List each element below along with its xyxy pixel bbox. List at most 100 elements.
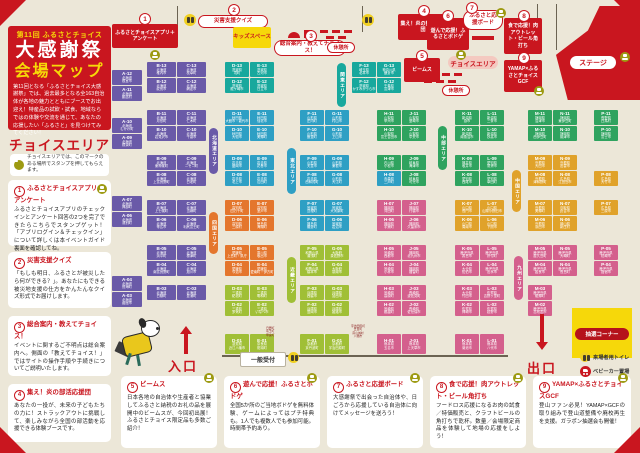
booth-F-02: F-02 兵庫県 豊岡市 xyxy=(300,301,324,316)
number-badge: 1 xyxy=(14,186,25,198)
booth-J-01: J-01 熊本県 上天草市 xyxy=(402,334,426,354)
booth-D-09: D-09 岩手県 盛岡市 xyxy=(225,155,249,170)
booth-D-12: D-12 茨城県 龍ケ崎市 xyxy=(225,78,249,93)
map-activity-meat-beer: 食で応援！肉アウトレット・ビール角打ち xyxy=(504,18,542,54)
mascot xyxy=(114,317,168,370)
number-badge-6: 6 xyxy=(442,10,454,22)
stage-label: ステージ xyxy=(570,56,616,69)
booth-J-08: J-08 岐阜県 可児市 xyxy=(402,171,426,186)
entrance-label: 入口 xyxy=(168,359,199,374)
info-card-9: 9 YAMAP×ふるさとチョイスGCF 登山ファン必見！YAMAP×GCFの取り組… xyxy=(533,373,631,448)
booth-G-07: G-07 宮城県 大河原町 xyxy=(325,200,349,215)
booth-H-07: H-07 福岡県 苅田町 xyxy=(377,200,401,215)
booth-B-05: B-05 北海道 浜中町 xyxy=(147,245,176,260)
booth-D-05: D-05 愛媛県 上島町・県庁 xyxy=(225,245,249,260)
booth-C-04: C-04 北海道 旭川市 xyxy=(177,261,206,276)
card-body: 「もしも明日、ふるさとが被災したら何ができる？」。あなたにもできる被災地支援の仕… xyxy=(14,271,105,301)
booth-D-03: D-03 三重県 紀北町 xyxy=(225,285,249,300)
booth-H-04: H-04 宮崎県 小林市 xyxy=(377,261,401,276)
booth-E-09: E-09 岩手県 花巻市 xyxy=(250,155,274,170)
booth-P-10: P-10 静岡県 富士市 xyxy=(594,126,618,141)
booth-N-04: N-04 鹿児島県 長島町 xyxy=(553,261,577,276)
kids-space: キッズスペース xyxy=(233,27,271,48)
booth-M-10: M-10 静岡県 西伊豆町 xyxy=(528,126,552,141)
info-card-7: 7 ふるさと応援ボード 大感謝祭で出会った自治体や、日ごろから応援している自治体に… xyxy=(327,373,423,448)
stamp-icon xyxy=(14,160,24,170)
booth-F-04: F-04 和歌山県 橋本市 xyxy=(300,261,324,276)
booth-P-08: P-08 広島県 大竹市 xyxy=(594,171,618,186)
booth-E-05: E-05 香川県 坂出市 xyxy=(250,245,274,260)
area-pill-東北エリア: 東北エリア xyxy=(287,148,296,194)
card-body: イベントに関するご不明点は総合案内へ。側面の「教えてチョイス！」ではサイトの操作… xyxy=(14,343,105,373)
booth-J-04: J-04 福岡県 福智町 xyxy=(402,261,426,276)
lottery-corner-label: 抽選コーナー xyxy=(575,328,629,340)
stamp-icon xyxy=(620,52,630,62)
info-card-1: 1 ふるさとチョイスアプリ＋アンケート ふるさとチョイスアプリのチェックインとアン… xyxy=(8,180,111,252)
frame-corner xyxy=(614,0,640,26)
wall-line xyxy=(177,6,178,32)
booth-H-10: H-10 山梨県 富士吉田市 xyxy=(377,126,401,141)
page-title: 会場マップ xyxy=(14,62,105,80)
booth-M-09: M-09 島根県 大田市 xyxy=(528,155,552,170)
number-badge-3: 3 xyxy=(305,30,317,42)
booth-L-02: L-02 佐賀県 嬉野市 xyxy=(480,301,504,316)
booth-B-07: B-07 北海道 上士幌町 xyxy=(147,200,176,215)
table-shape xyxy=(332,30,340,33)
booth-H-08: H-08 青森県 三戸町 xyxy=(377,171,401,186)
booth-H-06: H-06 福岡県 宇美町 xyxy=(377,216,401,231)
table-shape xyxy=(326,36,334,39)
booth-F-03: F-03 兵庫県 西脇市 xyxy=(300,285,324,300)
booth-N-11: N-11 静岡県 東伊豆町 xyxy=(553,110,577,125)
booth-C-12: C-12 北海道 網走市 xyxy=(177,78,206,93)
booth-E-11: E-11 秋田県 仙北市 xyxy=(250,110,274,125)
booth-J-03: J-03 長崎県 波佐見町 xyxy=(402,285,426,300)
booth-G-06: G-06 宮城県 岩沼市 xyxy=(325,216,349,231)
number-badge: 3 xyxy=(14,322,25,334)
booth-M-03: M-03 鹿児島県 龍郷町 xyxy=(528,285,552,300)
booth-F-11: F-11 山形県 庄内町 xyxy=(300,110,324,125)
booth-K-06: K-06 山口県 周南市 xyxy=(455,216,479,231)
number-badge: 4 xyxy=(14,390,25,402)
stroller-icon xyxy=(580,366,591,377)
booth-D-10: D-10 秋田県 大仙市 xyxy=(225,126,249,141)
booth-B-08: B-08 北海道 上富良野町 xyxy=(147,171,176,186)
booth-B-03: B-03 北海道 白糠町 xyxy=(147,285,176,300)
choice-area-heading: チョイスエリア xyxy=(8,138,111,153)
info-desk-shape xyxy=(288,32,300,38)
toilet-icon xyxy=(184,14,196,26)
booth-K-02: K-02 佐賀県 神埼市 xyxy=(455,301,479,316)
booth-J-07: J-07 福岡県 行橋市 xyxy=(402,200,426,215)
poster-header: 第11回 ふるさとチョイス 大感謝祭 会場マップ 第11回となる「ふるさとチョイ… xyxy=(8,26,111,136)
stamp-icon xyxy=(410,373,420,383)
booth-E-10: E-10 秋田県 美郷町 xyxy=(250,126,274,141)
booth-C-07: C-07 北海道 当麻町 xyxy=(177,200,206,215)
booth-note: 日野町 竜王町 甲良町 xyxy=(266,326,275,337)
map-activity-boardgame: 遊んで応援！ふるさとボドゲ xyxy=(427,18,469,50)
area-pill-中部エリア: 中部エリア xyxy=(438,126,447,170)
map-activity-app-survey: ふるさとチョイスアプリ＋アンケート xyxy=(112,24,178,48)
booth-note: 宇治田原町 笠置町 南山城村 八幡市 xyxy=(351,324,365,339)
area-pill-九州エリア: 九州エリア xyxy=(514,256,523,300)
rest-area-2: 休憩所 xyxy=(442,85,470,96)
stamp-icon xyxy=(618,373,628,383)
booth-L-05: L-05 鹿児島県 肝付町 xyxy=(480,245,504,260)
booth-K-01: K-01 熊本県 菊池市 xyxy=(455,334,479,354)
info-card-6: 6 遊んで応援！ふるさとボドゲ 全国5か所のご当地ボドゲを無料体験、ゲームによって… xyxy=(224,373,320,448)
booth-P-04: P-04 鹿児島県 指宿市 xyxy=(594,261,618,276)
booth-M-06: M-06 島根県 浜田市 xyxy=(528,216,552,231)
card-title: 1 ふるさとチョイスアプリ＋アンケート xyxy=(14,185,104,205)
booth-C-05: C-05 北海道 標津町 xyxy=(177,245,206,260)
booth-M-02: M-02 鹿児島県 志布志市 xyxy=(528,301,552,316)
card-body: 大感謝祭で出会った自治体や、日ごろから応援している自治体に向けてメッセージを送ろ… xyxy=(333,395,417,417)
booth-L-08: L-08 愛知県 幸田町 xyxy=(480,171,504,186)
booth-L-10: L-10 新潟県 妙高市 xyxy=(480,126,504,141)
wall-line xyxy=(556,4,557,50)
booth-G-04: G-04 大阪府 泉南市 xyxy=(325,261,349,276)
booth-E-08: E-08 岩手県 山田町 xyxy=(250,171,274,186)
exit-arrow xyxy=(536,314,548,350)
booth-G-02: G-02 兵庫県 姫路市 xyxy=(325,301,349,316)
area-pill-北海道エリア: 北海道エリア xyxy=(209,128,218,174)
number-badge: 8 xyxy=(436,382,447,394)
booth-F-08: F-08 岩手県 西和賀町 xyxy=(300,171,324,186)
